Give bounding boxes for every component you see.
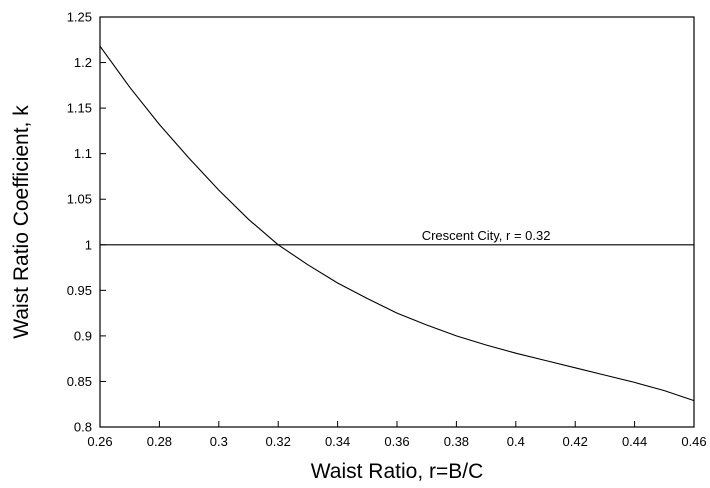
y-axis-title: Waist Ratio Coefficient, k — [10, 105, 33, 339]
y-tick-label: 0.8 — [74, 420, 92, 435]
y-tick-label: 1.2 — [74, 55, 92, 70]
x-tick-label: 0.46 — [681, 434, 706, 449]
plot-frame — [99, 16, 695, 428]
y-tick-label: 1.05 — [67, 192, 92, 207]
x-tick-label: 0.32 — [266, 434, 291, 449]
x-tick-label: 0.28 — [147, 434, 172, 449]
y-tick-label: 1 — [85, 237, 92, 252]
y-tick-label: 0.85 — [67, 374, 92, 389]
waist-ratio-curve — [99, 45, 695, 402]
x-tick-label: 0.38 — [444, 434, 469, 449]
y-tick-label: 1.25 — [67, 10, 92, 25]
y-tick-label: 0.95 — [67, 283, 92, 298]
x-tick-label: 0.3 — [210, 434, 228, 449]
x-axis-title: Waist Ratio, r=B/C — [311, 460, 484, 483]
y-tick-label: 1.1 — [74, 146, 92, 161]
x-tick-label: 0.34 — [325, 434, 350, 449]
x-tick-label: 0.44 — [622, 434, 647, 449]
x-tick-label: 0.4 — [507, 434, 525, 449]
y-tick-label: 0.9 — [74, 328, 92, 343]
reference-line-label: Crescent City, r = 0.32 — [422, 228, 551, 243]
x-tick-label: 0.26 — [87, 434, 112, 449]
x-tick-label: 0.42 — [563, 434, 588, 449]
x-tick-label: 0.36 — [384, 434, 409, 449]
y-tick-label: 1.15 — [67, 101, 92, 116]
plot-area: 0.8 0.85 0.9 0.95 1 1.05 1.1 1.15 1.2 1.25 0.26 0.2… — [67, 10, 707, 450]
